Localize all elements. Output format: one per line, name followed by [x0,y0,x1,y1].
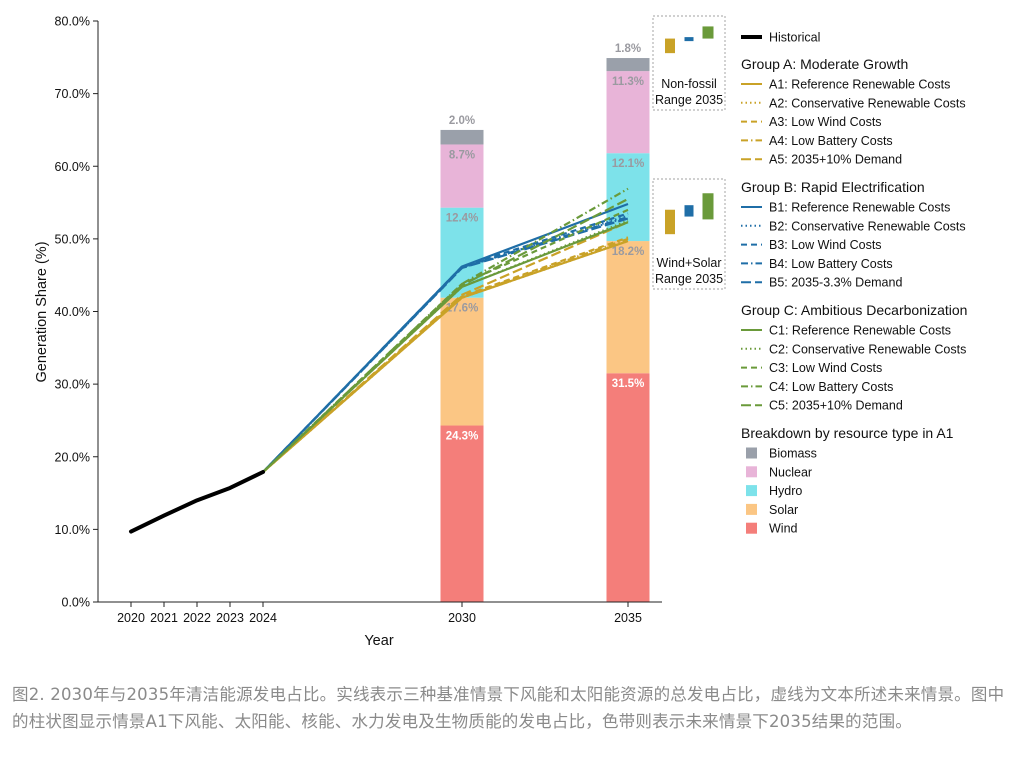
historical-line [129,470,265,534]
bar-label-wind-2035: 31.5% [612,378,645,390]
inset-label: Range 2035 [655,93,723,107]
legend-label-a2: A2: Conservative Renewable Costs [769,96,966,110]
legend-swatch-biomass [746,447,757,459]
legend-label-b5: B5: 2035-3.3% Demand [769,276,902,290]
legend-label-c3: C3: Low Wind Costs [769,361,882,375]
inset-label: Wind+Solar [657,256,722,270]
series-line-b1 [262,202,629,473]
legend-label-c2: C2: Conservative Renewable Costs [769,342,966,356]
legend-label-a1: A1: Reference Renewable Costs [769,78,950,92]
plot-area: 24.3%17.6%12.4%8.7%2.0%31.5%18.2%12.1%11… [129,43,650,602]
bar-label-hydro-2035: 12.1% [612,158,645,170]
figure-caption: 图2. 2030年与2035年清洁能源发电占比。实线表示三种基准情景下风能和太阳… [12,685,1005,731]
range-inset-non-fossil: Non-fossil Range 2035 [652,15,726,111]
range-inset-wind-solar: Wind+Solar Range 2035 [652,178,726,290]
y-tick-label: 80.0% [55,15,90,29]
bar-label-biomass-2035: 1.8% [615,43,641,55]
bar-label-nuclear-2030: 8.7% [449,149,475,161]
x-tick-label: 2023 [216,611,244,625]
inset-label: Range 2035 [655,272,723,286]
inset-range-c [702,26,714,39]
legend-label-nuclear: Nuclear [769,465,812,479]
legend: Historical Group A: Moderate Growth A1: Re… [741,31,967,536]
series-line-a1 [262,240,629,473]
legend-label-wind: Wind [769,522,798,536]
y-tick-label: 20.0% [55,450,90,464]
x-tick-label: 2020 [117,611,145,625]
bar-segment-nuclear-2035 [606,71,650,154]
bar-segment-solar-2035 [606,241,650,374]
legend-label-c4: C4: Low Battery Costs [769,380,893,394]
legend-label-a3: A3: Low Wind Costs [769,115,882,129]
inset-range-a [665,209,675,235]
legend-label-historical: Historical [769,31,820,45]
legend-label-biomass: Biomass [769,447,817,461]
legend-label-b4: B4: Low Battery Costs [769,257,893,271]
x-tick-label: 2030 [448,611,476,625]
y-tick-label: 50.0% [55,232,90,246]
x-tick-label: 2022 [183,611,211,625]
bar-segment-biomass-2030 [440,129,484,145]
legend-label-b1: B1: Reference Renewable Costs [769,201,950,215]
legend-label-c5: C5: 2035+10% Demand [769,399,903,413]
bar-segment-nuclear-2030 [440,144,484,208]
legend-group-title: Group C: Ambitious Decarbonization [741,302,967,318]
bar-segment-wind-2030 [440,425,484,602]
legend-label-a4: A4: Low Battery Costs [769,134,893,148]
inset-label: Non-fossil [661,77,717,91]
legend-label-b2: B2: Conservative Renewable Costs [769,219,966,233]
x-tick-label: 2021 [150,611,178,625]
bar-segment-wind-2035 [606,373,650,602]
y-tick-label: 40.0% [55,305,90,319]
inset-range-c [702,193,714,220]
x-tick-label: 2024 [249,611,277,625]
legend-label-c1: C1: Reference Renewable Costs [769,324,951,338]
bar-label-biomass-2030: 2.0% [449,115,475,127]
bar-label-hydro-2030: 12.4% [446,213,479,225]
x-tick-label: 2035 [614,611,642,625]
legend-group-title: Group A: Moderate Growth [741,56,908,72]
inset-range-b [684,37,694,42]
legend-swatch-solar [746,503,757,515]
legend-swatch-hydro [746,485,757,497]
bar-segment-hydro-2035 [606,153,650,242]
legend-label-b3: B3: Low Wind Costs [769,238,882,252]
y-axis-label: Generation Share (%) [34,241,50,382]
legend-label-a5: A5: 2035+10% Demand [769,153,902,167]
legend-swatch-nuclear [746,466,757,478]
axes: Generation Share (%) Year 0.0% 10.0% 20.0%… [34,15,662,649]
y-tick-label: 10.0% [55,523,90,537]
inset-range-b [684,205,694,217]
legend-label-solar: Solar [769,503,798,517]
legend-group-title: Group B: Rapid Electrification [741,179,925,195]
y-tick-label: 30.0% [55,378,90,392]
legend-bars-title: Breakdown by resource type in A1 [741,425,954,441]
chart: 24.3%17.6%12.4%8.7%2.0%31.5%18.2%12.1%11… [34,15,967,650]
bar-label-nuclear-2035: 11.3% [612,76,644,88]
bar-segment-biomass-2035 [606,58,650,72]
range-insets: Non-fossil Range 2035 Wind+Solar Range 2035 [652,15,726,290]
inset-range-a [665,38,675,54]
series-line-c1 [262,221,629,473]
legend-swatch-wind [746,522,757,534]
y-tick-label: 0.0% [62,596,91,610]
y-tick-label: 60.0% [55,160,90,174]
y-tick-label: 70.0% [55,87,90,101]
legend-label-hydro: Hydro [769,484,802,498]
x-axis-label: Year [364,633,393,649]
bar-label-wind-2030: 24.3% [446,431,479,443]
series-line-a3 [262,236,629,473]
bar-label-solar-2035: 18.2% [612,246,645,258]
bar-segment-solar-2030 [440,297,484,426]
